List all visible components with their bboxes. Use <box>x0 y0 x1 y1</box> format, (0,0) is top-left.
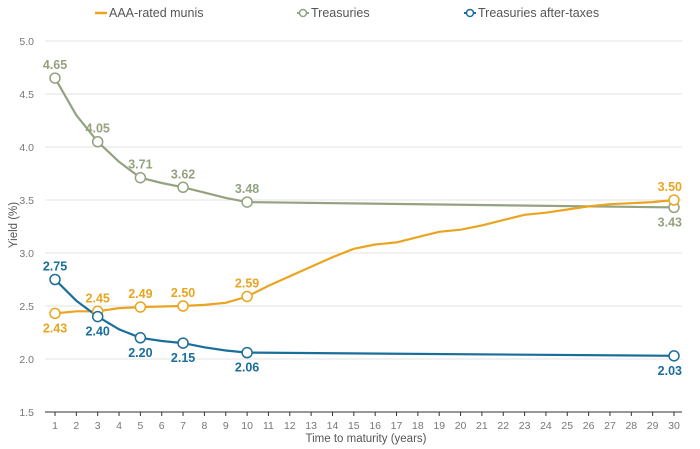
x-tick-label: 2 <box>73 420 79 432</box>
data-point-marker <box>177 337 189 349</box>
x-tick-label: 1 <box>52 420 58 432</box>
data-label: 3.43 <box>658 215 682 229</box>
y-tick-label: 3.0 <box>19 248 34 260</box>
x-tick-label: 30 <box>668 420 680 432</box>
data-label: 3.50 <box>658 180 682 194</box>
data-label: 3.48 <box>235 182 259 196</box>
data-point-marker <box>177 300 189 312</box>
data-label: 2.03 <box>658 364 682 378</box>
x-tick-label: 14 <box>327 420 339 432</box>
data-label: 2.43 <box>43 321 67 335</box>
x-tick-label: 23 <box>519 420 531 432</box>
data-point-marker <box>91 310 104 323</box>
data-point-marker <box>49 72 61 84</box>
data-label: 2.20 <box>128 346 152 360</box>
data-point-marker <box>134 171 147 184</box>
x-tick-label: 3 <box>95 420 101 432</box>
legend-label: Treasuries <box>311 6 370 20</box>
data-label: 3.71 <box>128 158 152 172</box>
x-tick-label: 26 <box>583 420 595 432</box>
x-axis: 1 2 3 4 5 6 7 8 9 10 11 12 13 14 15 16 17 18 19 20 21 22 23 24 2… <box>45 411 682 432</box>
data-point-marker <box>241 196 253 208</box>
data-point-marker <box>134 301 147 313</box>
data-point-marker <box>91 135 104 148</box>
line-swatch-icon <box>95 11 107 15</box>
x-tick-label: 8 <box>201 420 207 432</box>
x-tick-label: 16 <box>369 420 381 432</box>
data-labels: 4.65 4.05 3.71 3.62 3.48 3.43 2.43 2.45 2.49 2.50… <box>43 58 682 378</box>
x-tick-label: 20 <box>455 420 467 432</box>
y-tick-label: 4.5 <box>19 89 34 101</box>
data-label: 2.45 <box>86 291 110 305</box>
legend: AAA-rated munis Treasuries Treasuries af… <box>0 6 700 24</box>
data-point-marker <box>177 181 189 194</box>
data-label: 2.15 <box>171 351 195 365</box>
series-line <box>54 278 675 357</box>
legend-item-munis[interactable]: AAA-rated munis <box>95 6 203 20</box>
data-point-marker <box>668 350 680 362</box>
x-tick-label: 17 <box>391 420 403 432</box>
series-line <box>54 198 675 315</box>
x-tick-label: 25 <box>561 420 573 432</box>
legend-item-treasuries[interactable]: Treasuries <box>297 6 370 20</box>
series-line <box>54 77 675 209</box>
circle-marker-icon <box>464 8 476 18</box>
data-point-marker <box>241 346 253 359</box>
x-tick-label: 22 <box>497 420 509 432</box>
data-point-marker <box>134 332 147 344</box>
x-tick-label: 21 <box>476 420 488 432</box>
legend-label: Treasuries after-taxes <box>478 6 600 20</box>
y-tick-label: 3.5 <box>19 195 34 207</box>
data-label: 2.49 <box>128 287 152 301</box>
x-tick-label: 13 <box>305 420 317 432</box>
gridlines <box>45 40 682 360</box>
data-label: 2.50 <box>171 286 195 300</box>
data-point-marker <box>241 290 253 303</box>
x-tick-label: 19 <box>433 420 445 432</box>
x-tick-label: 12 <box>284 420 296 432</box>
x-tick-label: 4 <box>116 420 122 432</box>
data-label: 2.06 <box>235 361 259 375</box>
y-axis-title: Yield (%) <box>8 202 20 248</box>
x-tick-label: 6 <box>159 420 165 432</box>
x-tick-label: 24 <box>540 420 552 432</box>
data-label: 4.05 <box>86 122 110 136</box>
y-axis: 1.5 2.0 2.5 3.0 3.5 4.0 4.5 5.0 <box>19 36 34 419</box>
x-tick-label: 10 <box>241 420 253 432</box>
legend-item-treasuries-after-taxes[interactable]: Treasuries after-taxes <box>464 6 599 20</box>
x-tick-label: 18 <box>412 420 424 432</box>
series-lines <box>49 72 680 362</box>
data-label: 4.65 <box>43 58 67 72</box>
x-tick-label: 27 <box>604 420 616 432</box>
x-tick-label: 28 <box>625 420 637 432</box>
legend-label: AAA-rated munis <box>109 6 204 20</box>
x-tick-label: 5 <box>137 420 143 432</box>
data-label: 2.59 <box>235 276 259 290</box>
x-axis-title: Time to maturity (years) <box>306 433 427 445</box>
x-tick-label: 11 <box>263 420 274 432</box>
data-point-marker <box>49 307 61 320</box>
circle-marker-icon <box>297 8 309 18</box>
data-label: 2.40 <box>86 325 110 339</box>
y-tick-label: 1.5 <box>19 407 34 419</box>
data-label: 3.62 <box>171 167 195 181</box>
x-tick-label: 29 <box>647 420 659 432</box>
data-point-marker <box>668 194 680 206</box>
x-tick-label: 9 <box>223 420 229 432</box>
x-tick-label: 7 <box>180 420 186 432</box>
y-tick-label: 2.0 <box>19 354 34 366</box>
data-point-marker <box>49 273 61 286</box>
y-tick-label: 4.0 <box>19 142 34 154</box>
y-tick-label: 5.0 <box>19 36 34 48</box>
x-tick-label: 15 <box>348 420 360 432</box>
data-label: 2.75 <box>43 260 67 274</box>
y-tick-label: 2.5 <box>19 301 34 313</box>
